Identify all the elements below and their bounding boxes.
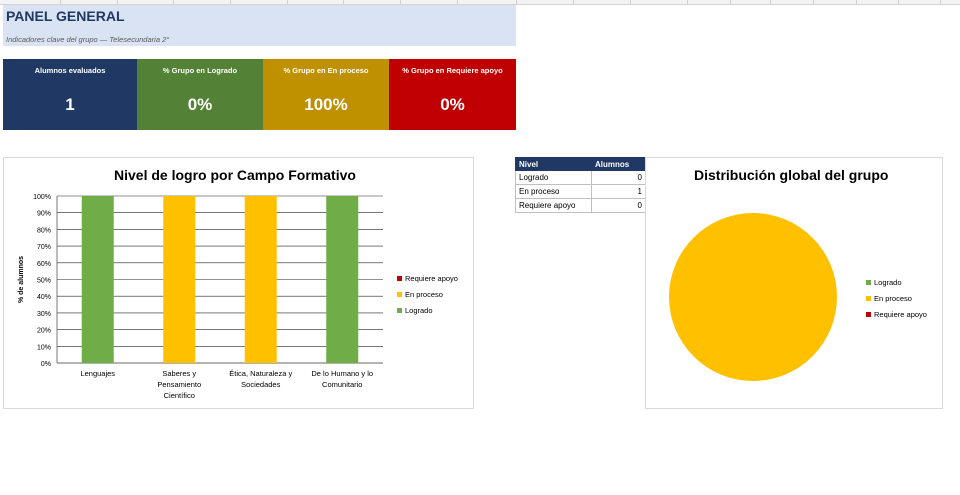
y-tick-label: 100% bbox=[33, 194, 51, 201]
table-row: Requiere apoyo 0 bbox=[515, 198, 646, 213]
bar-chart-title: Nivel de logro por Campo Formativo bbox=[114, 167, 356, 183]
y-tick-label: 30% bbox=[37, 311, 51, 318]
column-divider bbox=[400, 0, 401, 5]
y-tick-label: 80% bbox=[37, 227, 51, 234]
kpi-card-alumnos-evaluados: Alumnos evaluados 1 bbox=[3, 59, 137, 130]
y-tick-label: 40% bbox=[37, 294, 51, 301]
page-subtitle: Indicadores clave del grupo — Telesecund… bbox=[6, 35, 170, 44]
legend-swatch bbox=[397, 292, 402, 297]
legend-label: Requiere apoyo bbox=[405, 274, 458, 283]
panel-header: PANEL GENERAL Indicadores clave del grup… bbox=[3, 5, 516, 46]
y-tick-label: 10% bbox=[37, 344, 51, 351]
column-divider bbox=[457, 0, 458, 5]
y-axis-label: % de alumnos bbox=[18, 256, 25, 303]
bar-logrado bbox=[81, 196, 114, 363]
kpi-card-logrado: % Grupo en Logrado 0% bbox=[137, 59, 263, 130]
y-tick-label: 90% bbox=[37, 211, 51, 218]
kpi-card-en-proceso: % Grupo en En proceso 100% bbox=[263, 59, 389, 130]
legend-swatch bbox=[397, 308, 402, 313]
x-tick-label: De lo Humano y lo Comunitario bbox=[311, 369, 373, 389]
column-divider bbox=[173, 0, 174, 5]
legend-swatch bbox=[397, 276, 402, 281]
column-divider bbox=[60, 0, 61, 5]
kpi-label: % Grupo en Logrado bbox=[162, 66, 238, 75]
table-row: En proceso 1 bbox=[515, 184, 646, 199]
x-tick-label: Ética, Naturaleza y Sociedades bbox=[229, 369, 292, 389]
bar-logrado bbox=[326, 196, 359, 363]
column-divider bbox=[770, 0, 771, 5]
table-cell-alumnos[interactable]: 0 bbox=[591, 198, 646, 213]
x-tick-label: Saberes y Pensamiento Científico bbox=[157, 369, 201, 400]
pie-chart: Logrado En proceso Requiere apoyo bbox=[669, 213, 927, 381]
table-row: Logrado 0 bbox=[515, 170, 646, 185]
page-title: PANEL GENERAL bbox=[6, 8, 125, 24]
bar-chart: 0% 10% 20% 30% 40% 50% 60% 70% 80% 90% 100% % de al… bbox=[18, 194, 458, 400]
kpi-value: 100% bbox=[304, 95, 348, 114]
y-tick-label: 20% bbox=[37, 328, 51, 335]
y-tick-label: 50% bbox=[37, 278, 51, 285]
legend-swatch bbox=[866, 296, 871, 301]
bar-en-proceso bbox=[244, 196, 277, 363]
column-divider bbox=[898, 0, 899, 5]
column-divider bbox=[813, 0, 814, 5]
kpi-value: 1 bbox=[65, 95, 75, 114]
table-cell-nivel[interactable]: Requiere apoyo bbox=[515, 198, 592, 213]
table-cell-alumnos[interactable]: 1 bbox=[591, 184, 646, 199]
legend-label: En proceso bbox=[405, 290, 443, 299]
kpi-value: 0% bbox=[187, 95, 213, 114]
table-header-nivel: Nivel bbox=[515, 157, 592, 171]
table-cell-alumnos[interactable]: 0 bbox=[591, 170, 646, 185]
column-divider bbox=[343, 0, 344, 5]
summary-table: Nivel Alumnos Logrado 0 En proceso 1 Req… bbox=[515, 157, 646, 213]
column-divider bbox=[630, 0, 631, 5]
bar-en-proceso bbox=[163, 196, 196, 363]
pie-slice-en-proceso bbox=[669, 213, 837, 381]
pie-chart-title: Distribución global del grupo bbox=[694, 167, 889, 183]
column-divider bbox=[516, 0, 517, 5]
column-divider bbox=[940, 0, 941, 5]
y-tick-label: 70% bbox=[37, 244, 51, 251]
kpi-label: % Grupo en Requiere apoyo bbox=[402, 66, 503, 75]
table-cell-nivel[interactable]: Logrado bbox=[515, 170, 592, 185]
kpi-value: 0% bbox=[440, 95, 465, 114]
y-tick-label: 0% bbox=[41, 361, 51, 368]
column-divider bbox=[730, 0, 731, 5]
kpi-label: % Grupo en En proceso bbox=[283, 66, 369, 75]
kpi-card-requiere-apoyo: % Grupo en Requiere apoyo 0% bbox=[389, 59, 516, 130]
y-tick-label: 60% bbox=[37, 261, 51, 268]
kpi-label: Alumnos evaluados bbox=[34, 66, 106, 75]
pie-chart-panel[interactable]: Distribución global del grupo Logrado En … bbox=[645, 157, 943, 409]
column-divider bbox=[856, 0, 857, 5]
legend-label: Logrado bbox=[405, 306, 433, 315]
column-divider bbox=[287, 0, 288, 5]
x-tick-label: Lenguajes bbox=[80, 369, 115, 378]
column-divider bbox=[573, 0, 574, 5]
column-header-strip bbox=[0, 0, 960, 5]
bar-chart-panel[interactable]: Nivel de logro por Campo Formativo 0% 10%… bbox=[3, 157, 474, 409]
column-divider bbox=[117, 0, 118, 5]
legend-label: En proceso bbox=[874, 294, 912, 303]
column-divider bbox=[687, 0, 688, 5]
table-header-row: Nivel Alumnos bbox=[515, 157, 646, 171]
table-cell-nivel[interactable]: En proceso bbox=[515, 184, 592, 199]
legend-swatch bbox=[866, 280, 871, 285]
legend-label: Requiere apoyo bbox=[874, 310, 927, 319]
legend-swatch bbox=[866, 312, 871, 317]
column-divider bbox=[230, 0, 231, 5]
table-header-alumnos: Alumnos bbox=[591, 157, 646, 171]
legend-label: Logrado bbox=[874, 278, 902, 287]
